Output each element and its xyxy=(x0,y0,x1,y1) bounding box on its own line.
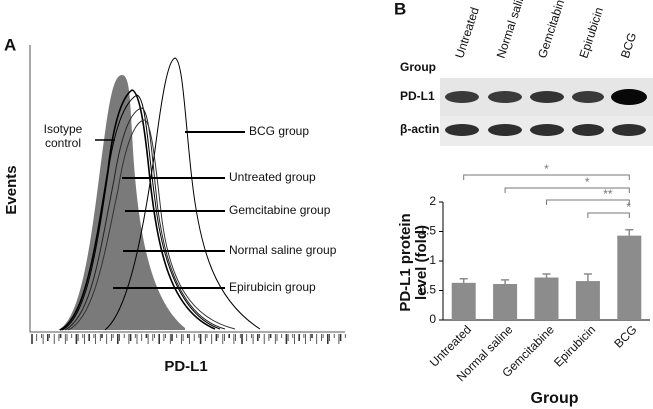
western-blot: Group PD-L1 β-actin xyxy=(400,60,653,146)
y-tick-label: 1 xyxy=(429,253,436,267)
significance-bracket xyxy=(587,212,630,218)
y-tick-label: 2 xyxy=(429,194,436,208)
significance-bracket xyxy=(463,174,630,180)
blot-row-label: PD-L1 xyxy=(400,89,435,103)
axis xyxy=(29,45,345,333)
band xyxy=(445,124,479,136)
blot-header: Group xyxy=(400,60,436,74)
band xyxy=(488,91,522,103)
curve xyxy=(64,107,226,331)
y-axis-label: Events xyxy=(3,165,20,214)
bar xyxy=(451,282,476,320)
band xyxy=(612,124,646,136)
annotation: BCG group xyxy=(249,124,309,138)
blot-lane-label: Normal saline xyxy=(494,0,530,60)
annotation: Isotype control xyxy=(43,122,83,150)
band xyxy=(572,91,604,103)
x-tick-label: BCG xyxy=(611,322,639,350)
annotation: Normal saline group xyxy=(229,243,337,257)
blot-lane-label: Gemcitabine xyxy=(535,0,569,60)
panel-label: A xyxy=(4,35,16,54)
band xyxy=(530,124,564,136)
blot-row-label: β-actin xyxy=(400,122,439,136)
annotation: Epirubicin group xyxy=(229,280,316,294)
band xyxy=(488,124,522,136)
error-bar xyxy=(501,279,510,289)
error-bar xyxy=(542,273,551,282)
x-axis-label: PD-L1 xyxy=(164,358,207,375)
band xyxy=(611,89,647,105)
error-bar xyxy=(625,228,634,242)
significance-bracket xyxy=(504,187,630,193)
bar xyxy=(617,235,642,320)
error-bar xyxy=(583,273,592,289)
annotation: Untreated group xyxy=(229,170,316,184)
band xyxy=(445,91,479,103)
bar xyxy=(534,277,559,320)
y-tick-label: 1.5 xyxy=(419,224,436,238)
x-tick-label: Epirubicin xyxy=(551,322,598,369)
curve xyxy=(67,119,236,331)
curve xyxy=(59,89,216,331)
significance-label: * xyxy=(626,200,631,214)
isotype-curve xyxy=(58,75,185,330)
y-tick-label: 0.5 xyxy=(419,283,436,297)
bar xyxy=(493,284,518,320)
significance-label: * xyxy=(544,162,549,176)
y-axis-label: PD-L1 protein level (fold) xyxy=(397,213,430,312)
error-bar xyxy=(459,277,468,287)
panel-label: B xyxy=(394,0,406,18)
histogram xyxy=(29,45,345,333)
annotation: Gemcitabine group xyxy=(229,203,331,217)
band xyxy=(572,124,604,136)
blot-lane-label: Untreated xyxy=(452,5,482,59)
significance-bracket xyxy=(546,199,630,205)
significance-label: ** xyxy=(603,187,613,201)
blot-lane-label: Epirubicin xyxy=(576,5,606,59)
y-tick-label: 0 xyxy=(429,312,436,326)
significance-label: * xyxy=(585,175,590,189)
x-axis-label: Group xyxy=(531,390,579,407)
blot-lane-label: BCG xyxy=(618,31,639,60)
curve xyxy=(61,94,221,331)
band xyxy=(530,91,564,103)
